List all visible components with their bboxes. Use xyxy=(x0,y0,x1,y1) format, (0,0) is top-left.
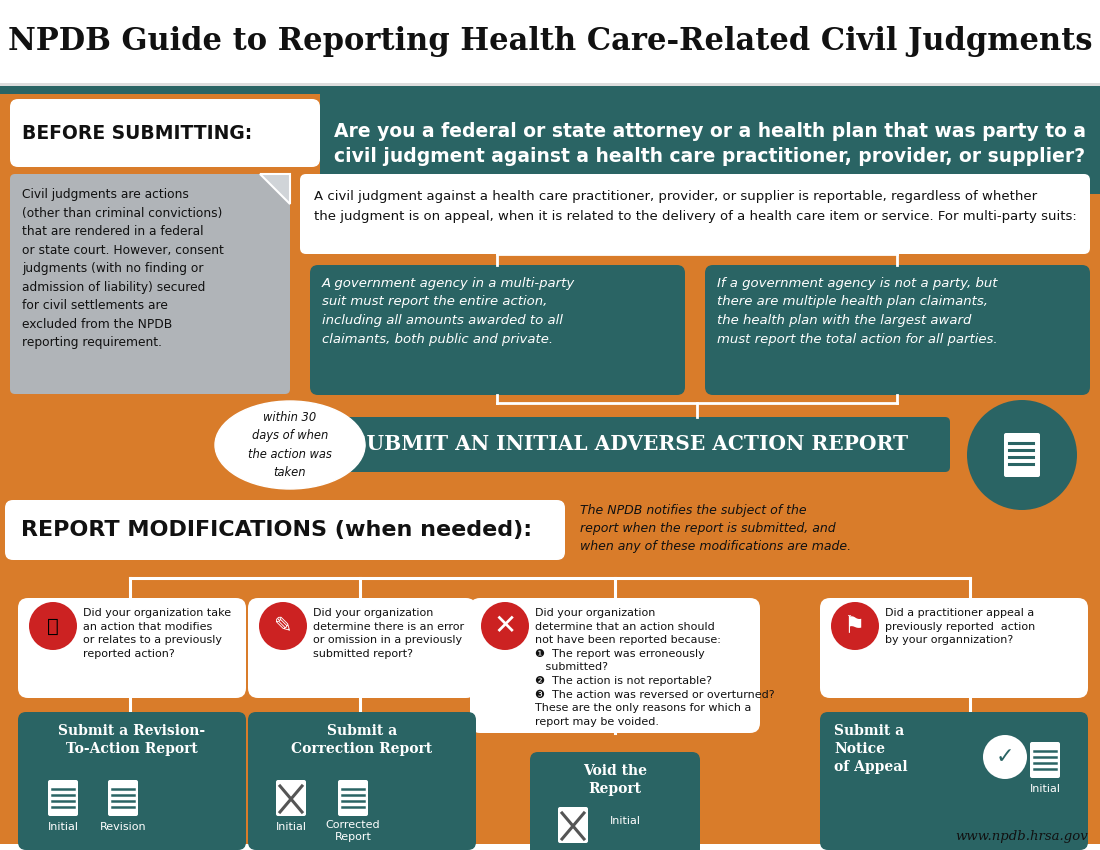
FancyBboxPatch shape xyxy=(705,265,1090,395)
Text: Did your organization take
an action that modifies
or relates to a previously
re: Did your organization take an action tha… xyxy=(82,608,231,659)
Text: Corrected
Report: Corrected Report xyxy=(326,820,381,842)
Text: Did your organization
determine that an action should
not have been reported bec: Did your organization determine that an … xyxy=(535,608,774,727)
Text: ✓: ✓ xyxy=(996,747,1014,767)
FancyBboxPatch shape xyxy=(338,780,368,816)
Text: within 30
days of when
the action was
taken: within 30 days of when the action was ta… xyxy=(249,411,332,479)
Bar xyxy=(0,86,1100,94)
Text: NPDB Guide to Reporting Health Care-Related Civil Judgments: NPDB Guide to Reporting Health Care-Rela… xyxy=(8,26,1092,56)
Text: A civil judgment against a health care practitioner, provider, or supplier is re: A civil judgment against a health care p… xyxy=(314,190,1037,203)
Bar xyxy=(0,94,1100,494)
FancyBboxPatch shape xyxy=(276,780,306,816)
Circle shape xyxy=(983,735,1027,779)
FancyBboxPatch shape xyxy=(470,598,760,733)
Text: Civil judgments are actions
(other than criminal convictions)
that are rendered : Civil judgments are actions (other than … xyxy=(22,188,224,349)
Ellipse shape xyxy=(214,401,365,489)
Text: Submit a
Notice
of Appeal: Submit a Notice of Appeal xyxy=(834,724,907,774)
Text: BEFORE SUBMITTING:: BEFORE SUBMITTING: xyxy=(22,123,252,143)
FancyBboxPatch shape xyxy=(18,712,246,850)
FancyBboxPatch shape xyxy=(6,500,565,560)
FancyBboxPatch shape xyxy=(248,712,476,850)
Text: Initial: Initial xyxy=(47,822,78,832)
FancyBboxPatch shape xyxy=(558,807,589,843)
Text: REPORT MODIFICATIONS (when needed):: REPORT MODIFICATIONS (when needed): xyxy=(21,520,532,540)
Bar xyxy=(0,0,1100,83)
Circle shape xyxy=(258,602,307,650)
Text: Void the
Report: Void the Report xyxy=(583,764,647,796)
FancyBboxPatch shape xyxy=(820,598,1088,698)
Text: Submit a Revision-
To-Action Report: Submit a Revision- To-Action Report xyxy=(58,724,206,756)
Text: Did a practitioner appeal a
previously reported  action
by your organnization?: Did a practitioner appeal a previously r… xyxy=(886,608,1035,645)
Text: 🔨: 🔨 xyxy=(47,616,59,636)
Text: A government agency in a multi-party
suit must report the entire action,
includi: A government agency in a multi-party sui… xyxy=(322,277,575,345)
Text: Initial: Initial xyxy=(609,816,640,826)
Text: the judgment is on appeal, when it is related to the delivery of a health care i: the judgment is on appeal, when it is re… xyxy=(314,210,1077,223)
Text: ⚑: ⚑ xyxy=(845,614,866,638)
Text: SUBMIT AN INITIAL ADVERSE ACTION REPORT: SUBMIT AN INITIAL ADVERSE ACTION REPORT xyxy=(352,434,909,454)
Circle shape xyxy=(29,602,77,650)
FancyBboxPatch shape xyxy=(820,712,1088,850)
FancyBboxPatch shape xyxy=(10,174,290,394)
FancyBboxPatch shape xyxy=(108,780,138,816)
Text: Revision: Revision xyxy=(100,822,146,832)
FancyBboxPatch shape xyxy=(300,174,1090,254)
Text: Initial: Initial xyxy=(275,822,307,832)
Circle shape xyxy=(967,400,1077,510)
Bar xyxy=(0,494,1100,500)
Polygon shape xyxy=(260,174,290,204)
Text: Submit a
Correction Report: Submit a Correction Report xyxy=(292,724,432,756)
Bar xyxy=(0,83,1100,86)
FancyBboxPatch shape xyxy=(530,752,700,850)
Circle shape xyxy=(830,602,879,650)
FancyBboxPatch shape xyxy=(48,780,78,816)
FancyBboxPatch shape xyxy=(310,265,685,395)
Bar xyxy=(0,494,1100,850)
Text: If a government agency is not a party, but
there are multiple health plan claima: If a government agency is not a party, b… xyxy=(717,277,998,345)
Bar xyxy=(0,844,1100,850)
FancyBboxPatch shape xyxy=(248,598,476,698)
Circle shape xyxy=(481,602,529,650)
Text: www.npdb.hrsa.gov: www.npdb.hrsa.gov xyxy=(955,830,1088,843)
FancyBboxPatch shape xyxy=(1004,433,1040,477)
FancyBboxPatch shape xyxy=(1030,742,1060,778)
Text: Initial: Initial xyxy=(1030,784,1060,794)
Text: Are you a federal or state attorney or a health plan that was party to a
civil j: Are you a federal or state attorney or a… xyxy=(334,122,1086,167)
Text: ✎: ✎ xyxy=(274,616,293,636)
Bar xyxy=(320,94,1100,194)
Text: Did your organization
determine there is an error
or omission in a previously
su: Did your organization determine there is… xyxy=(314,608,464,659)
FancyBboxPatch shape xyxy=(10,99,320,167)
Text: ✕: ✕ xyxy=(494,612,517,640)
Text: The NPDB notifies the subject of the
report when the report is submitted, and
wh: The NPDB notifies the subject of the rep… xyxy=(580,504,851,553)
FancyBboxPatch shape xyxy=(310,417,950,472)
FancyBboxPatch shape xyxy=(18,598,246,698)
